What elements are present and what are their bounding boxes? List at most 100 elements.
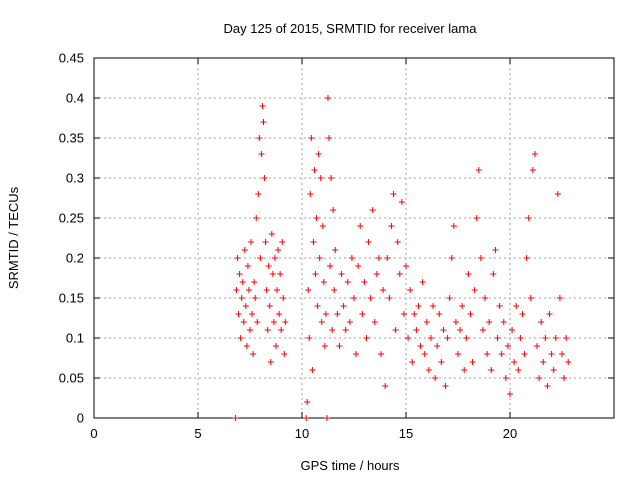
data-point	[275, 247, 281, 253]
data-point	[361, 279, 367, 285]
data-point	[366, 239, 372, 245]
data-point	[232, 415, 238, 421]
data-point	[311, 167, 317, 173]
data-point	[328, 175, 334, 181]
data-point	[303, 415, 309, 421]
data-point	[382, 383, 388, 389]
data-point	[428, 335, 434, 341]
y-tick-label: 0.25	[59, 211, 84, 226]
y-tick-label: 0.15	[59, 291, 84, 306]
data-point	[413, 327, 419, 333]
data-point	[463, 335, 469, 341]
data-point	[461, 367, 467, 373]
data-point	[376, 255, 382, 261]
data-point	[266, 263, 272, 269]
data-point	[478, 255, 484, 261]
data-point	[317, 255, 323, 261]
data-point	[403, 263, 409, 269]
data-point	[451, 223, 457, 229]
data-point	[438, 359, 444, 365]
data-point	[277, 271, 283, 277]
data-point	[482, 295, 488, 301]
data-point	[393, 327, 399, 333]
data-point	[368, 295, 374, 301]
data-point	[363, 335, 369, 341]
data-point	[238, 335, 244, 341]
y-tick-label: 0.3	[66, 171, 84, 186]
data-point	[353, 351, 359, 357]
data-point	[321, 279, 327, 285]
plot-frame	[94, 58, 614, 418]
chart-title: Day 125 of 2015, SRMTID for receiver lam…	[224, 21, 478, 36]
data-point	[325, 95, 331, 101]
data-point	[415, 303, 421, 309]
data-point	[314, 215, 320, 221]
data-point	[247, 327, 253, 333]
data-point	[240, 279, 246, 285]
data-point	[242, 247, 248, 253]
y-tick-label: 0.05	[59, 371, 84, 386]
data-point	[236, 311, 242, 317]
data-point	[409, 359, 415, 365]
data-point	[349, 255, 355, 261]
data-point	[511, 359, 517, 365]
data-point	[256, 135, 262, 141]
data-point	[320, 223, 326, 229]
data-point	[407, 287, 413, 293]
data-point	[528, 295, 534, 301]
data-point	[430, 303, 436, 309]
data-point	[326, 135, 332, 141]
data-point	[310, 239, 316, 245]
data-point	[309, 367, 315, 373]
data-point	[470, 359, 476, 365]
data-point	[264, 287, 270, 293]
data-point	[370, 207, 376, 213]
x-axis-label: GPS time / hours	[301, 458, 400, 473]
data-point	[480, 327, 486, 333]
data-point	[399, 199, 405, 205]
y-tick-label: 0.45	[59, 51, 84, 66]
data-point	[339, 271, 345, 277]
data-point	[397, 271, 403, 277]
data-point	[524, 255, 530, 261]
data-point	[235, 255, 241, 261]
y-tick-label: 0.35	[59, 131, 84, 146]
y-tick-label: 0	[77, 411, 84, 426]
data-point	[250, 351, 256, 357]
y-tick-label: 0.2	[66, 251, 84, 266]
data-point	[474, 215, 480, 221]
data-point	[245, 263, 251, 269]
data-point	[536, 375, 542, 381]
data-point	[304, 399, 310, 405]
data-point	[322, 343, 328, 349]
data-point	[315, 303, 321, 309]
data-point	[517, 335, 523, 341]
data-point	[241, 319, 247, 325]
data-point	[457, 327, 463, 333]
data-point	[327, 263, 333, 269]
data-point	[486, 319, 492, 325]
x-tick-label: 20	[503, 426, 517, 441]
data-point	[378, 351, 384, 357]
data-point	[307, 191, 313, 197]
data-point	[274, 287, 280, 293]
data-point	[555, 191, 561, 197]
data-point	[278, 327, 284, 333]
data-point	[499, 351, 505, 357]
data-point	[248, 239, 254, 245]
data-point	[432, 375, 438, 381]
data-point	[279, 239, 285, 245]
data-point	[492, 247, 498, 253]
data-point	[449, 255, 455, 261]
data-point	[391, 191, 397, 197]
data-point	[343, 327, 349, 333]
data-point	[324, 415, 330, 421]
data-point	[549, 351, 555, 357]
y-tick-label: 0.1	[66, 331, 84, 346]
data-point	[251, 279, 257, 285]
data-point	[357, 223, 363, 229]
data-point	[418, 343, 424, 349]
data-point	[422, 351, 428, 357]
data-point	[345, 279, 351, 285]
data-point	[281, 351, 287, 357]
